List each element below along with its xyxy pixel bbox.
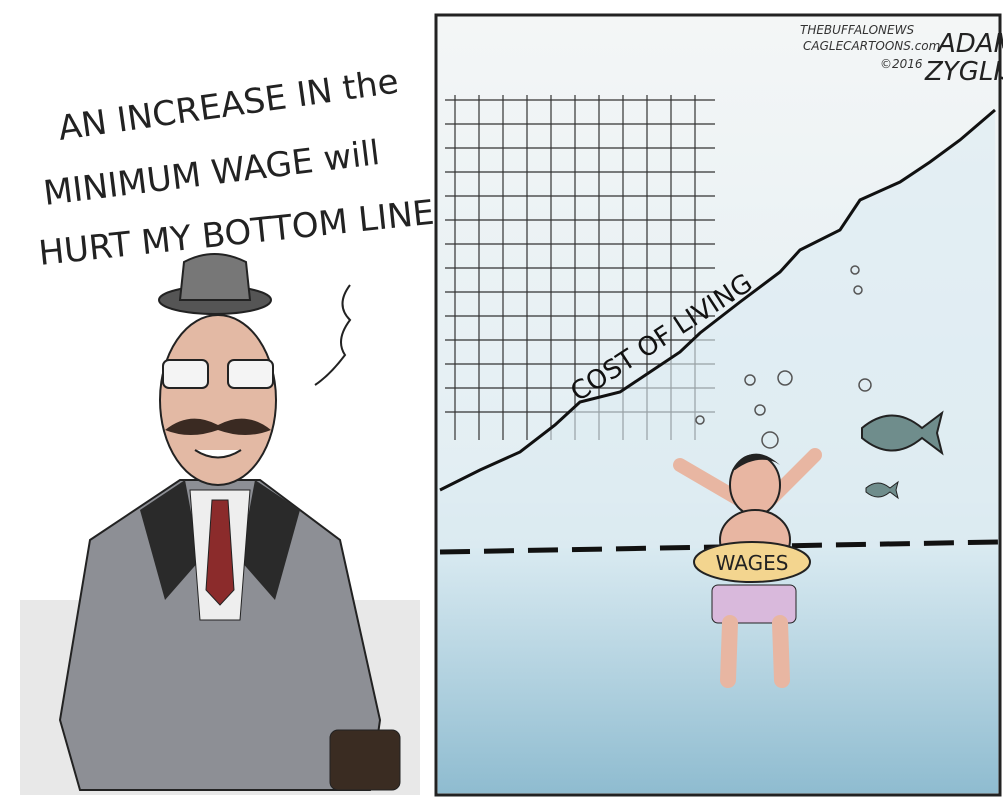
float-label: WAGES: [716, 551, 789, 575]
left-panel: AN INCREASE IN the MINIMUM WAGE will HUR…: [0, 0, 450, 799]
signature: ZYGLIS: [924, 57, 1003, 87]
briefcase: [330, 730, 400, 790]
glasses-right: [228, 360, 273, 388]
credit: CAGLECARTOONS.com: [803, 39, 940, 53]
page: AN INCREASE IN the MINIMUM WAGE will HUR…: [0, 0, 1003, 799]
hat-crown: [180, 254, 250, 300]
signature: ADAM: [936, 29, 1003, 59]
credit: ©2016: [880, 57, 923, 71]
head: [160, 315, 276, 485]
credit: THEBUFFALONEWS: [800, 23, 914, 37]
right-panel: COST OF LIVING WAGES THEBUFFALONEWS CAGL…: [436, 15, 1003, 795]
glasses-left: [163, 360, 208, 388]
cartoon: AN INCREASE IN the MINIMUM WAGE will HUR…: [0, 0, 1003, 799]
